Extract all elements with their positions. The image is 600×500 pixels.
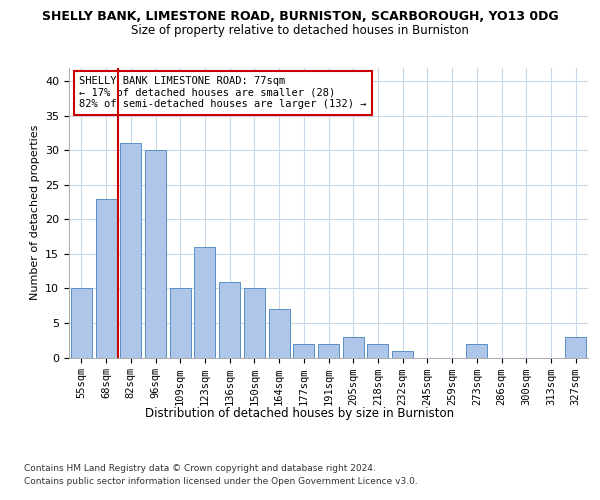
Y-axis label: Number of detached properties: Number of detached properties [29, 125, 40, 300]
Bar [170, 288, 191, 358]
Text: Distribution of detached houses by size in Burniston: Distribution of detached houses by size … [145, 408, 455, 420]
Bar [194, 247, 215, 358]
Bar [367, 344, 388, 357]
Bar [244, 288, 265, 358]
Text: Contains public sector information licensed under the Open Government Licence v3: Contains public sector information licen… [24, 477, 418, 486]
Text: SHELLY BANK, LIMESTONE ROAD, BURNISTON, SCARBOROUGH, YO13 0DG: SHELLY BANK, LIMESTONE ROAD, BURNISTON, … [41, 10, 559, 23]
Bar [343, 337, 364, 357]
Bar [120, 144, 141, 358]
Bar [318, 344, 339, 357]
Text: SHELLY BANK LIMESTONE ROAD: 77sqm
← 17% of detached houses are smaller (28)
82% : SHELLY BANK LIMESTONE ROAD: 77sqm ← 17% … [79, 76, 367, 110]
Bar [145, 150, 166, 358]
Text: Size of property relative to detached houses in Burniston: Size of property relative to detached ho… [131, 24, 469, 37]
Bar [269, 309, 290, 358]
Bar [392, 350, 413, 358]
Bar [565, 337, 586, 357]
Bar [95, 198, 116, 358]
Bar [293, 344, 314, 357]
Text: Contains HM Land Registry data © Crown copyright and database right 2024.: Contains HM Land Registry data © Crown c… [24, 464, 376, 473]
Bar [219, 282, 240, 358]
Bar [466, 344, 487, 357]
Bar [71, 288, 92, 358]
